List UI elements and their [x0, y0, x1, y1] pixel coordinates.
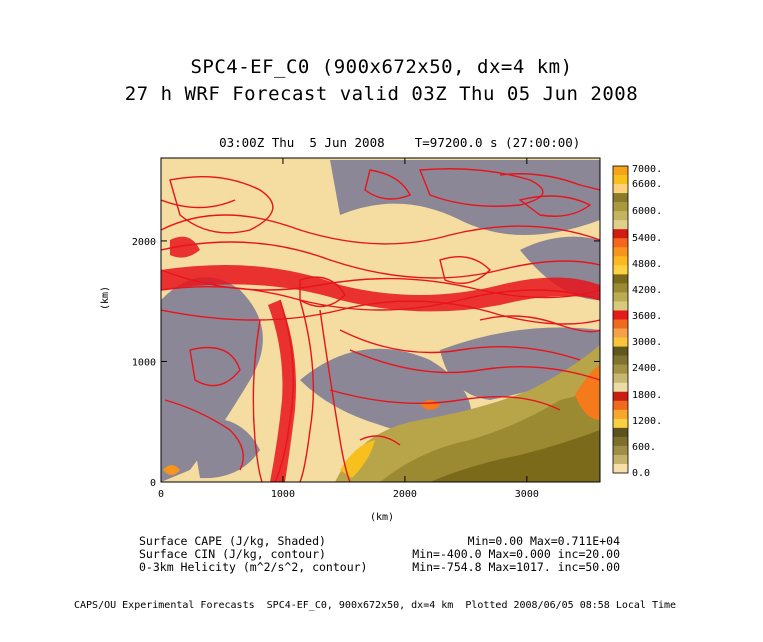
- colorbar-label: 3000.: [632, 337, 662, 348]
- colorbar-swatch: [613, 355, 628, 365]
- x-tick-label: 2000: [393, 489, 417, 500]
- field-helicity-stats: Min=-754.8 Max=1017. inc=50.00: [412, 560, 620, 574]
- field-helicity-name: 0-3km Helicity (m^2/s^2, contour): [139, 560, 368, 574]
- colorbar-label: 5400.: [632, 233, 662, 244]
- colorbar-swatch: [613, 427, 628, 438]
- colorbar-swatch: [613, 454, 628, 465]
- x-axis-label: (km): [370, 512, 395, 523]
- model-time-text: T=97200.0 s (27:00:00): [414, 135, 581, 150]
- y-axis-label: (km): [100, 285, 111, 310]
- colorbar-swatch: [613, 229, 628, 239]
- colorbar-swatch: [613, 193, 628, 203]
- colorbar-swatch: [613, 445, 628, 456]
- colorbar-swatch: [613, 175, 628, 185]
- colorbar-label: 7000.: [632, 164, 662, 175]
- colorbar-label: 1200.: [632, 416, 662, 427]
- colorbar-swatch: [613, 292, 628, 302]
- colorbar-swatch: [613, 364, 628, 374]
- y-tick-label: 0: [150, 478, 156, 489]
- footer-credit: CAPS/OU Experimental Forecasts SPC4-EF_C…: [74, 600, 677, 611]
- colorbar-label: 3600.: [632, 311, 662, 322]
- x-tick-label: 0: [158, 489, 164, 500]
- plot-area: [161, 158, 600, 482]
- y-tick-label: 1000: [132, 357, 156, 368]
- colorbar-swatch: [613, 211, 628, 221]
- colorbar-swatch: [613, 301, 628, 311]
- y-axis-ticks: 0 1000 2000: [132, 237, 600, 489]
- colorbar: 7000. 6600. 6000. 5400. 4800. 4200. 3600. 3000.…: [612, 164, 662, 479]
- cape-shading: [163, 345, 600, 482]
- colorbar-swatch: [613, 184, 628, 194]
- chart-title-line2: 27 h WRF Forecast valid 03Z Thu 05 Jun 2…: [124, 83, 639, 105]
- colorbar-swatch: [613, 373, 628, 384]
- colorbar-label: 6600.: [632, 179, 662, 190]
- colorbar-swatch: [613, 391, 628, 402]
- colorbar-swatch: [613, 337, 628, 347]
- x-tick-label: 1000: [271, 489, 295, 500]
- valid-time-text: 03:00Z Thu 5 Jun 2008: [219, 135, 385, 150]
- x-tick-label: 3000: [515, 489, 539, 500]
- colorbar-swatch: [613, 256, 628, 266]
- colorbar-label: 6000.: [632, 206, 662, 217]
- dense-contour-band: [161, 236, 600, 482]
- contour-lines: [161, 168, 600, 482]
- colorbar-swatch: [613, 436, 628, 447]
- field-cin-name: Surface CIN (J/kg, contour): [139, 547, 326, 561]
- colorbar-frame: [612, 165, 629, 474]
- chart-title-line1: SPC4-EF_C0 (900x672x50, dx=4 km): [190, 56, 573, 78]
- colorbar-label: 0.0: [632, 468, 650, 479]
- colorbar-label: 4200.: [632, 285, 662, 296]
- colorbar-label: 600.: [632, 442, 656, 453]
- colorbar-swatch: [613, 418, 628, 429]
- valid-time-label: 03:00Z Thu 5 Jun 2008 T=97200.0 s (27:00…: [204, 120, 580, 150]
- field-cin-stats: Min=-400.0 Max=0.000 inc=20.00: [412, 547, 620, 561]
- colorbar-swatch: [613, 274, 628, 284]
- colorbar-swatch: [613, 166, 628, 176]
- colorbar-label: 2400.: [632, 363, 662, 374]
- x-axis-ticks: 0 1000 2000 3000: [158, 158, 539, 500]
- plot-frame: [160, 157, 601, 483]
- colorbar-label: 1800.: [632, 390, 662, 401]
- field-cape-name: Surface CAPE (J/kg, Shaded): [139, 534, 326, 548]
- y-tick-label: 2000: [132, 237, 156, 248]
- field-cape-stats: Min=0.00 Max=0.711E+04: [467, 534, 620, 548]
- colorbar-swatch: [613, 202, 628, 212]
- colorbar-swatch: [613, 463, 628, 474]
- colorbar-swatch: [613, 346, 628, 356]
- colorbar-swatch: [613, 328, 628, 338]
- colorbar-swatch: [613, 382, 628, 393]
- colorbar-swatch: [613, 238, 628, 248]
- colorbar-swatch: [613, 409, 628, 420]
- colorbar-swatch: [613, 265, 628, 275]
- colorbar-swatch: [613, 247, 628, 257]
- colorbar-swatch: [613, 310, 628, 320]
- colorbar-label: 4800.: [632, 259, 662, 270]
- colorbar-swatch: [613, 319, 628, 329]
- colorbar-swatch: [613, 283, 628, 293]
- colorbar-swatch: [613, 400, 628, 411]
- colorbar-swatch: [613, 220, 628, 230]
